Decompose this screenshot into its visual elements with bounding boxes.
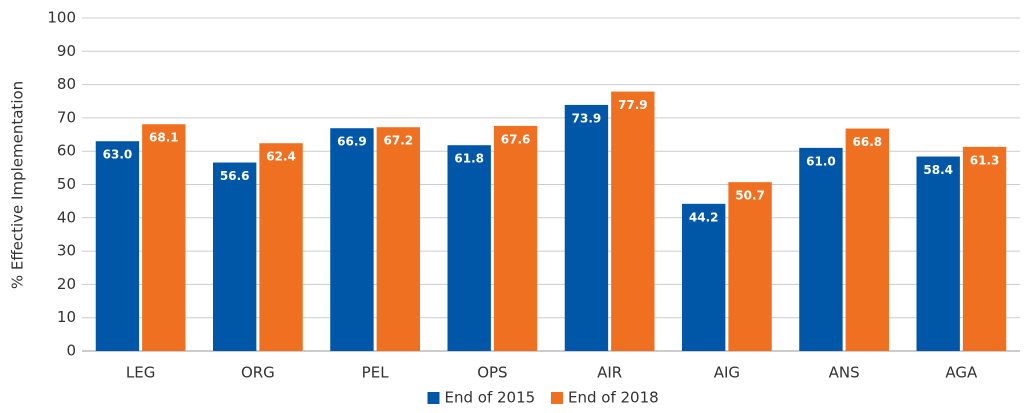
y-tick-label: 50	[57, 175, 76, 193]
bar	[493, 125, 538, 351]
bar	[962, 146, 1007, 351]
legend-label: End of 2018	[568, 389, 659, 407]
value-label: 61.0	[806, 154, 836, 168]
bar	[259, 143, 303, 351]
x-tick-label: AIR	[597, 364, 622, 382]
x-tick-label: ORG	[241, 364, 275, 382]
value-label: 63.0	[103, 148, 133, 162]
value-label: 68.1	[149, 131, 179, 145]
bar	[330, 128, 374, 351]
legend-swatch	[551, 392, 563, 404]
bar	[916, 156, 960, 351]
y-tick-label: 90	[57, 42, 76, 60]
bar	[845, 128, 890, 351]
bar	[212, 162, 257, 351]
value-label: 61.8	[454, 152, 484, 166]
value-label: 66.9	[337, 135, 367, 149]
legend-label: End of 2015	[445, 389, 536, 407]
bar	[728, 182, 772, 351]
value-label: 62.4	[266, 150, 296, 164]
y-tick-label: 0	[66, 342, 76, 360]
x-tick-label: PEL	[362, 364, 390, 382]
y-tick-label: 100	[47, 9, 76, 27]
value-label: 44.2	[689, 210, 719, 224]
value-label: 73.9	[572, 111, 602, 125]
y-tick-label: 10	[57, 308, 76, 326]
y-tick-label: 70	[57, 108, 76, 126]
value-label: 58.4	[923, 163, 953, 177]
value-label: 67.6	[501, 132, 531, 146]
value-label: 77.9	[618, 98, 648, 112]
bar	[681, 203, 726, 351]
bar	[564, 104, 609, 352]
x-tick-label: AGA	[945, 364, 978, 382]
x-tick-label: ANS	[829, 364, 860, 382]
value-label: 67.2	[384, 134, 414, 148]
legend-swatch	[427, 392, 440, 404]
bar	[376, 127, 421, 351]
y-tick-label: 30	[57, 242, 76, 260]
bar	[95, 141, 140, 351]
value-label: 50.7	[735, 189, 765, 203]
value-label: 66.8	[853, 135, 883, 149]
value-label: 61.3	[970, 153, 1000, 167]
y-tick-label: 40	[57, 208, 76, 226]
x-tick-label: AIG	[714, 364, 740, 382]
y-tick-label: 60	[57, 142, 76, 160]
y-axis-title: % Effective Implementation	[9, 81, 27, 289]
bar	[799, 147, 843, 351]
y-tick-label: 80	[57, 75, 76, 93]
x-tick-label: LEG	[126, 364, 155, 382]
y-tick-label: 20	[57, 275, 76, 293]
value-label: 56.6	[220, 169, 250, 183]
bar	[611, 91, 655, 351]
bar	[142, 124, 186, 352]
x-tick-label: OPS	[477, 364, 507, 382]
bar	[447, 145, 491, 351]
